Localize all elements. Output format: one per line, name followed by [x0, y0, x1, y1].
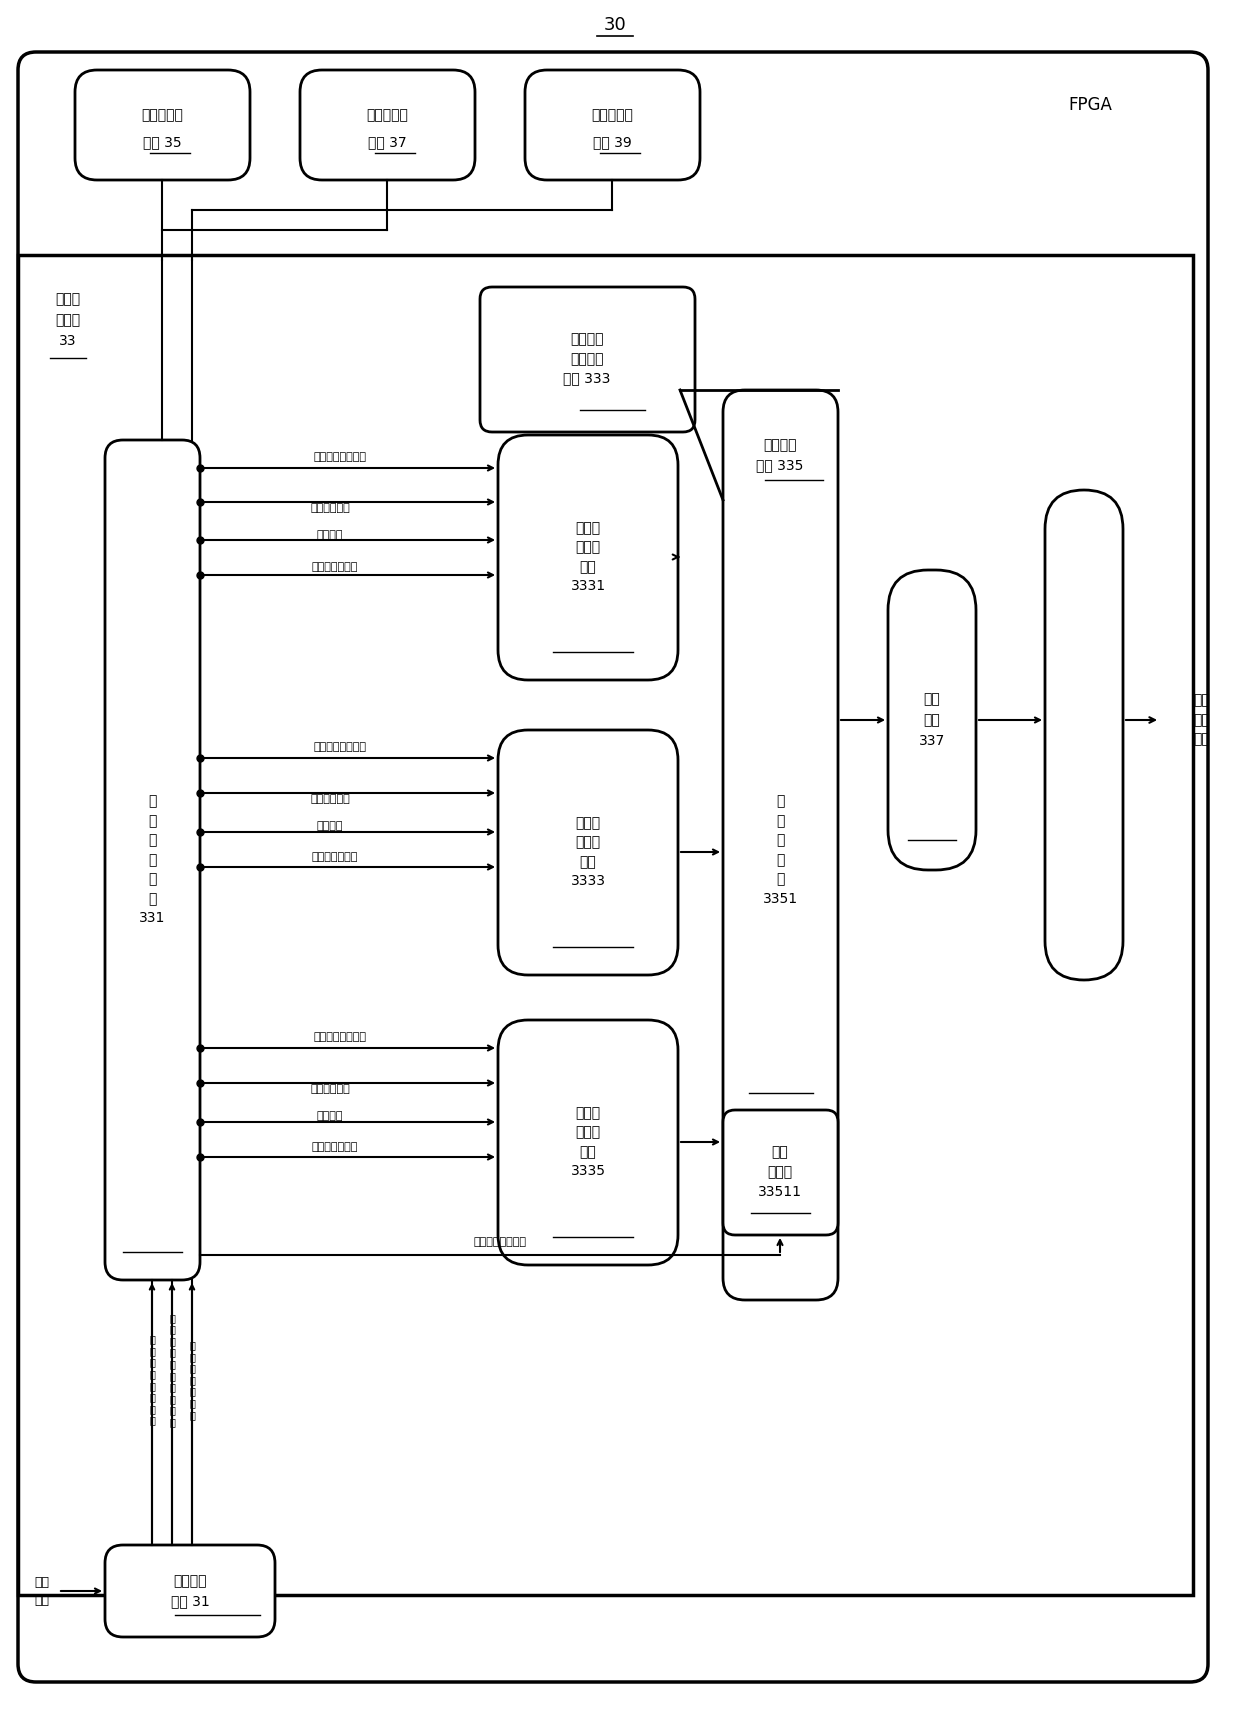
Text: 持续时间: 持续时间	[316, 821, 343, 831]
Text: 特效输出
单元 335: 特效输出 单元 335	[756, 439, 804, 472]
Text: 参
数
获
取
单
元
331: 参 数 获 取 单 元 331	[139, 795, 165, 926]
FancyBboxPatch shape	[498, 1021, 678, 1265]
Text: 目
标
切
换
特
效
类
型: 目 标 切 换 特 效 类 型	[149, 1334, 155, 1425]
FancyBboxPatch shape	[498, 435, 678, 680]
Text: 持续时间: 持续时间	[316, 1112, 343, 1120]
Text: 切换特
效处理
单元
3335: 切换特 效处理 单元 3335	[570, 1107, 605, 1179]
Text: 目标切换视频源: 目标切换视频源	[311, 563, 358, 571]
Text: 目
标
切
换
特
效
持
续
时
间: 目 标 切 换 特 效 持 续 时 间	[169, 1313, 175, 1427]
FancyBboxPatch shape	[525, 71, 701, 181]
FancyBboxPatch shape	[105, 441, 200, 1280]
Text: 视频源输入: 视频源输入	[366, 108, 408, 122]
Text: 输出
接口
337: 输出 接口 337	[919, 692, 945, 747]
Text: 视频源输入: 视频源输入	[591, 108, 632, 122]
Text: 选择
控制端
33511: 选择 控制端 33511	[758, 1146, 802, 1198]
Text: 目
标
切
换
视
频
源: 目 标 切 换 视 频 源	[188, 1341, 195, 1420]
Text: 目标切换特效类型: 目标切换特效类型	[314, 453, 367, 461]
Text: 特效
处理
结果: 特效 处理 结果	[1194, 694, 1210, 747]
Text: 多
路
选
择
器
3351: 多 路 选 择 器 3351	[763, 795, 797, 905]
Text: 持续时间: 持续时间	[316, 530, 343, 540]
Bar	[19, 255, 1193, 1595]
Text: 目标切换特效类型: 目标切换特效类型	[314, 742, 367, 752]
FancyBboxPatch shape	[888, 570, 976, 871]
Text: FPGA: FPGA	[1068, 96, 1112, 114]
Text: 目标切换特效: 目标切换特效	[310, 1084, 350, 1095]
Text: 目标切换特效类型: 目标切换特效类型	[474, 1237, 527, 1248]
FancyBboxPatch shape	[300, 71, 475, 181]
Text: 目标切换特效: 目标切换特效	[310, 793, 350, 804]
FancyBboxPatch shape	[1045, 490, 1123, 979]
FancyBboxPatch shape	[723, 1110, 838, 1236]
Text: 控制
信号: 控制 信号	[35, 1575, 50, 1606]
Text: 目标切换视频源: 目标切换视频源	[311, 852, 358, 862]
Text: 逻辑处
理模块
33: 逻辑处 理模块 33	[56, 293, 81, 348]
Text: 切换特
效处理
单元
3331: 切换特 效处理 单元 3331	[570, 521, 605, 594]
FancyBboxPatch shape	[498, 730, 678, 976]
Text: 目标切换特效类型: 目标切换特效类型	[314, 1033, 367, 1041]
Text: 接口 39: 接口 39	[593, 134, 631, 150]
FancyBboxPatch shape	[105, 1545, 275, 1637]
Text: 30: 30	[604, 15, 626, 34]
Text: 多个切换
特效处理
单元 333: 多个切换 特效处理 单元 333	[563, 332, 610, 386]
Text: 视频源输入: 视频源输入	[141, 108, 184, 122]
FancyBboxPatch shape	[480, 287, 694, 432]
FancyBboxPatch shape	[723, 391, 838, 1299]
Text: 接口 37: 接口 37	[368, 134, 407, 150]
FancyBboxPatch shape	[74, 71, 250, 181]
Text: 接口 35: 接口 35	[143, 134, 181, 150]
Text: 控制逻辑
模块 31: 控制逻辑 模块 31	[171, 1575, 210, 1607]
FancyBboxPatch shape	[19, 52, 1208, 1681]
Text: 目标切换视频源: 目标切换视频源	[311, 1143, 358, 1151]
Text: 目标切换特效: 目标切换特效	[310, 503, 350, 513]
Text: 切换特
效处理
单元
3333: 切换特 效处理 单元 3333	[570, 816, 605, 888]
